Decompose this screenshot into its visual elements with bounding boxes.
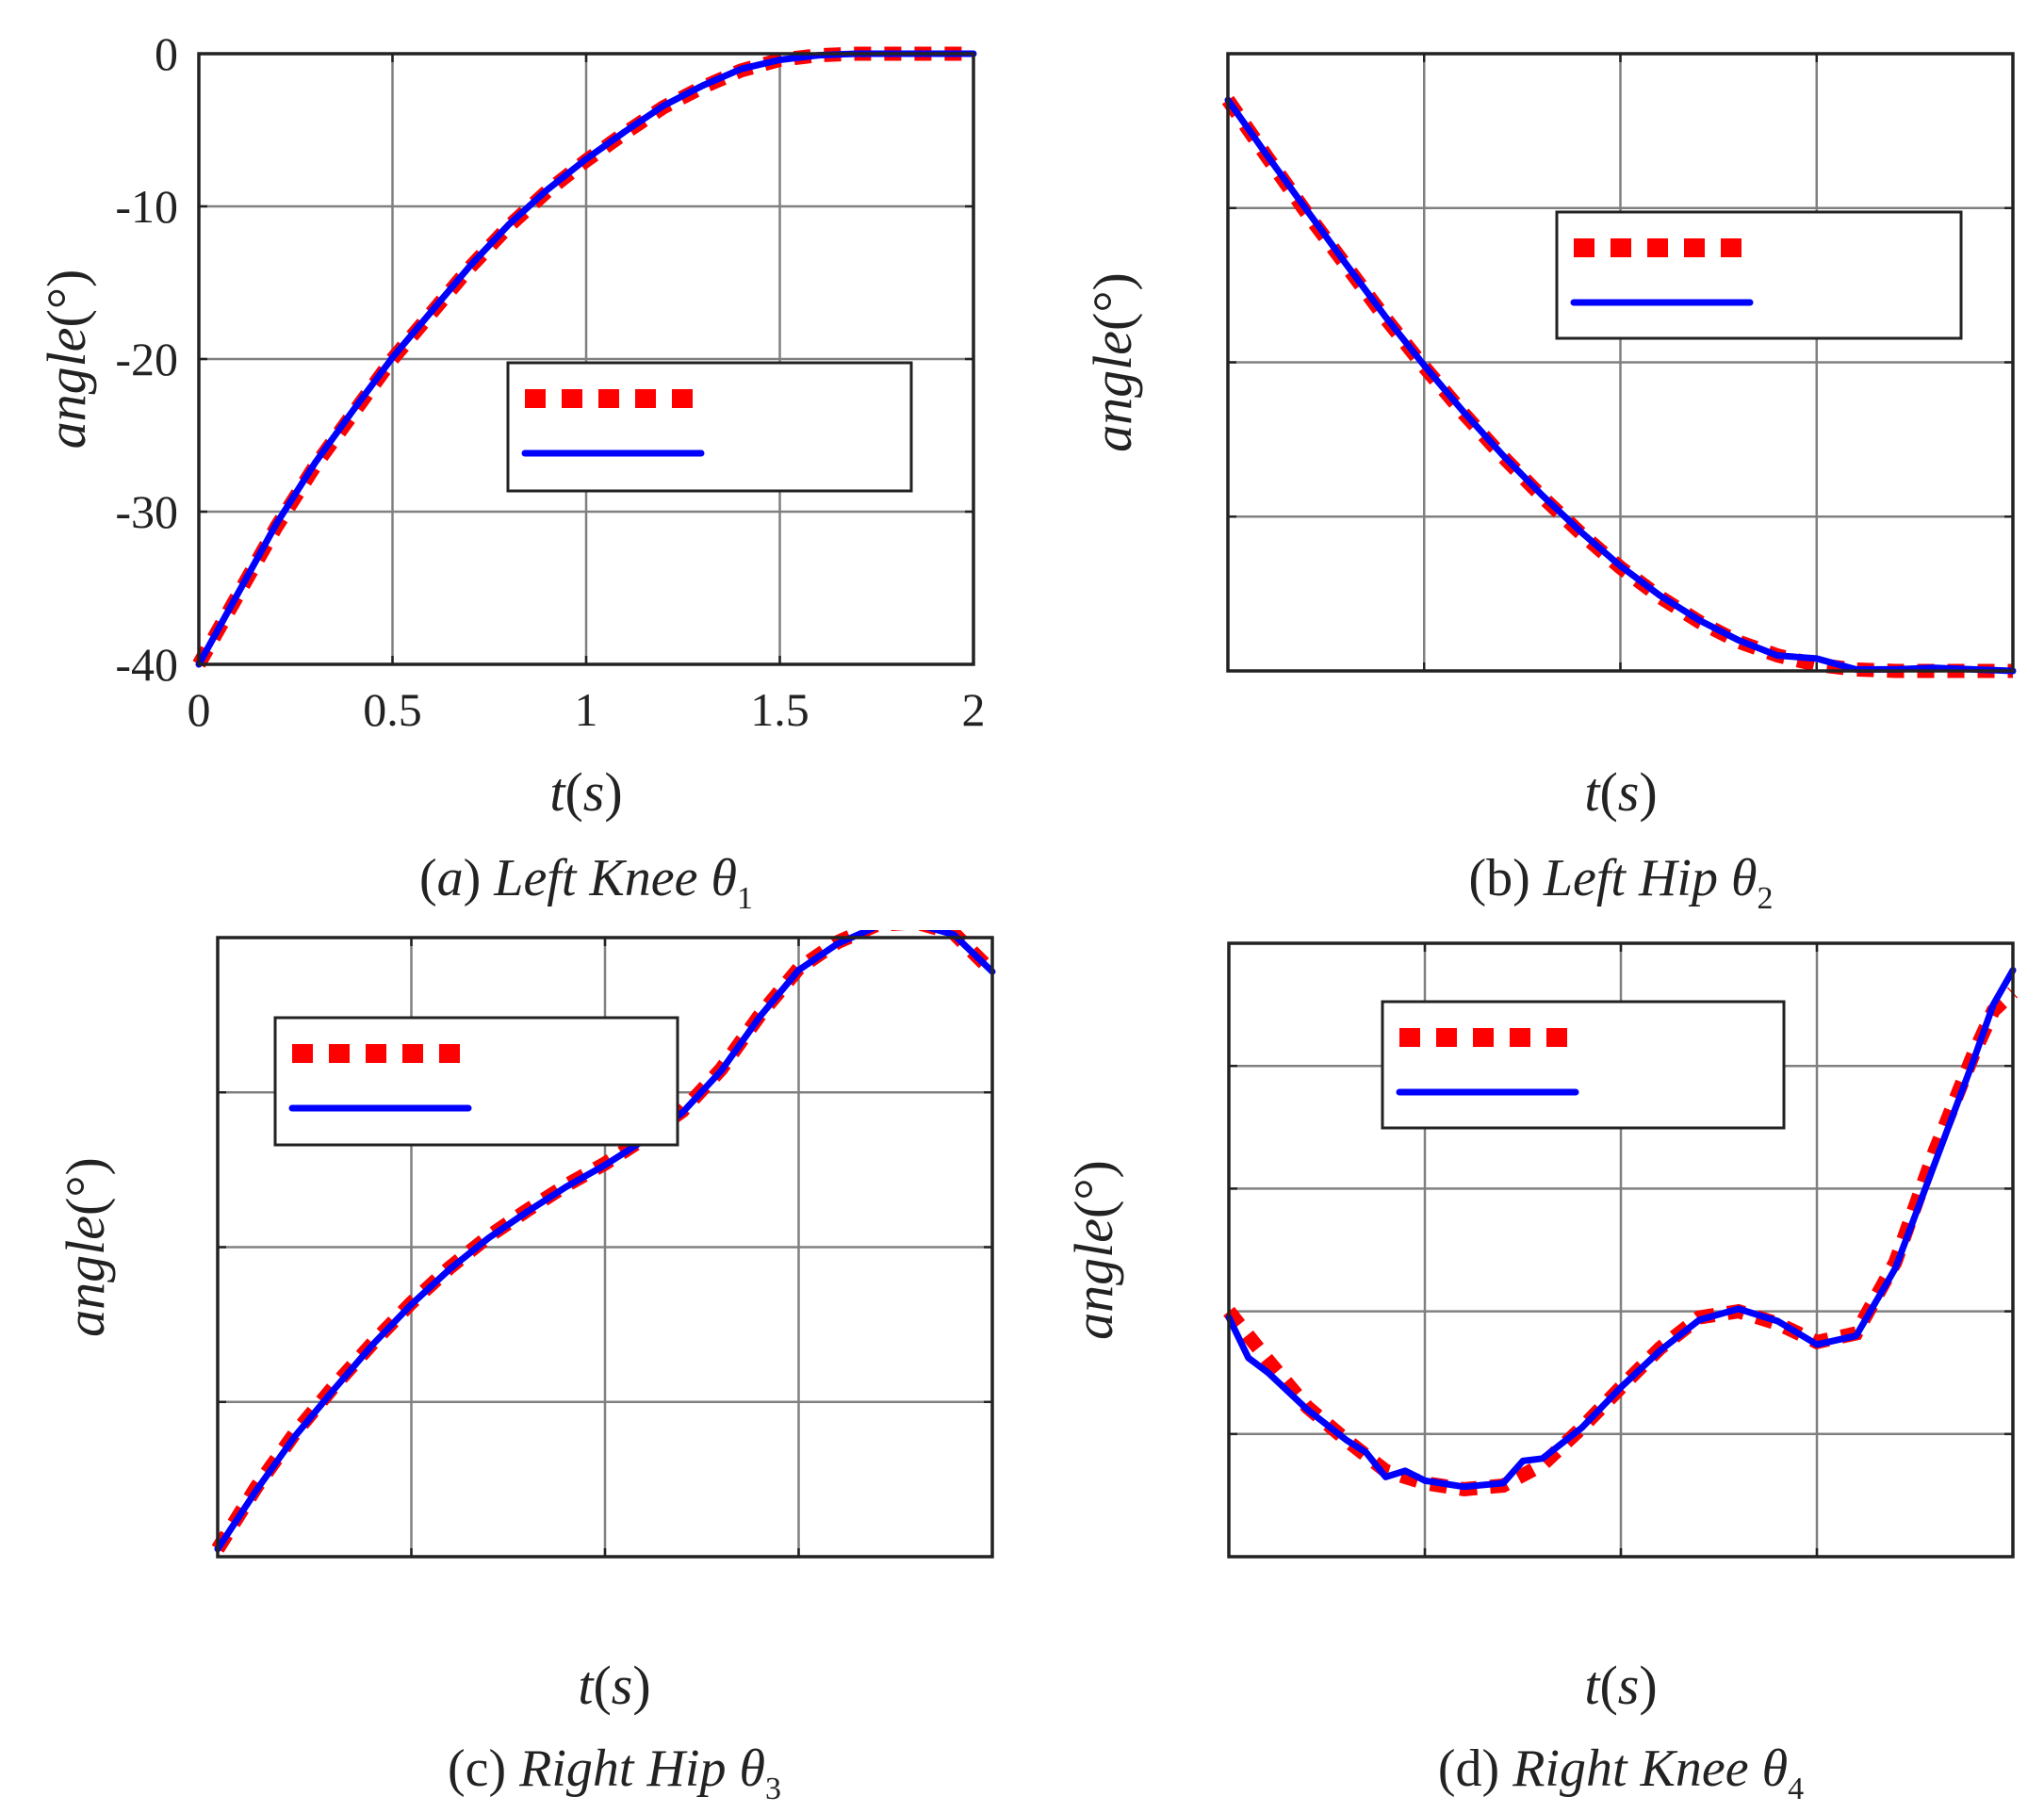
x-axis-label-var: t: [578, 1655, 595, 1716]
y-axis-label-paren: ): [36, 270, 97, 287]
axes-frame: [1227, 941, 2015, 1559]
axes-frame: [216, 936, 994, 1559]
caption-prefix: (: [419, 849, 437, 907]
caption-title: Right Hip: [518, 1740, 739, 1798]
caption-letter: d: [1456, 1740, 1482, 1798]
y-axis-label: angle(°): [1063, 1160, 1124, 1340]
y-axis-label-unit: °: [1082, 290, 1143, 312]
caption-subscript: 4: [1788, 1772, 1804, 1806]
x-axis-label-var: t: [549, 761, 566, 823]
x-axis-label-paren: ): [1639, 1655, 1657, 1716]
y-axis-label-paren: (: [1082, 313, 1143, 331]
panel-caption: (b) Left Hip θ2: [1469, 849, 1774, 916]
y-axis-label-paren: (: [36, 309, 97, 327]
x-tick-label: 1.5: [750, 683, 809, 736]
caption-title: Left Hip: [1543, 849, 1731, 907]
y-tick-label: -30: [115, 485, 178, 538]
y-axis-label-unit: °: [36, 287, 97, 309]
y-axis-label-var: angle: [36, 328, 97, 449]
x-axis-label-unit: s: [1618, 1655, 1640, 1716]
legend-box: [506, 361, 913, 493]
caption-title: Right Knee: [1512, 1740, 1761, 1798]
legend-box: [1555, 210, 1963, 340]
x-tick-label: 2: [962, 683, 986, 736]
caption-suffix: ): [1482, 1740, 1513, 1798]
y-axis-label-unit: °: [55, 1175, 116, 1197]
caption-symbol: θ: [1762, 1740, 1789, 1798]
caption-prefix: (: [1469, 849, 1487, 907]
y-axis-label: angle(°): [1082, 272, 1143, 452]
caption-symbol: θ: [711, 849, 737, 907]
panel-b: t(s)angle(°)(b) Left Hip θ2: [1082, 52, 2017, 916]
y-axis-label-paren: (: [1063, 1200, 1124, 1218]
x-axis-label: t(s): [549, 761, 622, 823]
y-tick-label: -40: [115, 638, 178, 691]
y-axis-label: angle(°): [36, 270, 97, 449]
y-axis-label-var: angle: [1082, 331, 1143, 452]
x-axis-label-paren: ): [604, 761, 622, 823]
x-axis-label: t(s): [1584, 761, 1657, 823]
caption-symbol: θ: [1731, 849, 1758, 907]
axes-frame: [1226, 52, 2015, 673]
x-axis-label-var: t: [1584, 761, 1601, 823]
caption-letter: c: [466, 1740, 489, 1798]
caption-subscript: 1: [737, 881, 753, 916]
x-axis-label-paren: (: [1599, 761, 1617, 823]
y-axis-label-paren: ): [55, 1157, 116, 1175]
legend-box: [1381, 1000, 1786, 1130]
series-line-solid-blue: [214, 930, 996, 1553]
x-axis-label-paren: (: [593, 1655, 611, 1716]
caption-suffix: ): [464, 849, 495, 907]
y-axis-label-var: angle: [1063, 1218, 1124, 1340]
y-axis-label-var: angle: [55, 1216, 116, 1337]
x-axis-label-unit: s: [1618, 761, 1640, 823]
panel-caption: (a) Left Knee θ1: [419, 849, 753, 916]
series-line-solid-blue: [1225, 967, 2017, 1491]
caption-letter: b: [1486, 849, 1513, 907]
x-axis-label-var: t: [1584, 1655, 1601, 1716]
caption-symbol: θ: [739, 1740, 765, 1798]
y-axis-label-paren: ): [1063, 1160, 1124, 1178]
x-axis-label-paren: (: [1599, 1655, 1617, 1716]
x-tick-label: 0: [188, 683, 211, 736]
caption-letter: a: [437, 849, 464, 907]
legend-box: [273, 1016, 679, 1147]
x-axis-label: t(s): [1584, 1655, 1657, 1716]
y-axis-label: angle(°): [55, 1157, 116, 1337]
x-axis-label-paren: ): [1639, 761, 1657, 823]
caption-suffix: ): [489, 1740, 520, 1798]
caption-subscript: 3: [765, 1772, 781, 1806]
panel-c: t(s)angle(°)(c) Right Hip θ3: [55, 930, 998, 1806]
y-axis-label-paren: ): [1082, 272, 1143, 290]
caption-prefix: (: [1438, 1740, 1456, 1798]
y-axis-label-unit: °: [1063, 1178, 1124, 1200]
panel-d: t(s)angle(°)(d) Right Knee θ4: [1063, 941, 2019, 1806]
caption-title: Left Knee: [493, 849, 711, 907]
caption-subscript: 2: [1757, 881, 1773, 916]
y-tick-label: -10: [115, 180, 178, 233]
x-axis-label: t(s): [578, 1655, 650, 1716]
x-axis-label-paren: ): [632, 1655, 650, 1716]
x-axis-label-paren: (: [564, 761, 582, 823]
y-tick-label: -20: [115, 333, 178, 385]
x-tick-label: 0.5: [363, 683, 422, 736]
x-axis-label-unit: s: [612, 1655, 633, 1716]
y-tick-label: 0: [155, 27, 178, 80]
y-axis-label-paren: (: [55, 1198, 116, 1216]
panel-a: 0 0.5 1 1.5 20-10-20-30-40t(s)angle(°)(a) Le…: [36, 27, 986, 916]
x-tick-label: 1: [575, 683, 598, 736]
caption-prefix: (: [448, 1740, 466, 1798]
axes-frame: [197, 52, 975, 666]
panel-caption: (c) Right Hip θ3: [448, 1740, 781, 1806]
caption-suffix: ): [1513, 849, 1544, 907]
x-axis-label-unit: s: [583, 761, 605, 823]
panel-caption: (d) Right Knee θ4: [1438, 1740, 1804, 1806]
